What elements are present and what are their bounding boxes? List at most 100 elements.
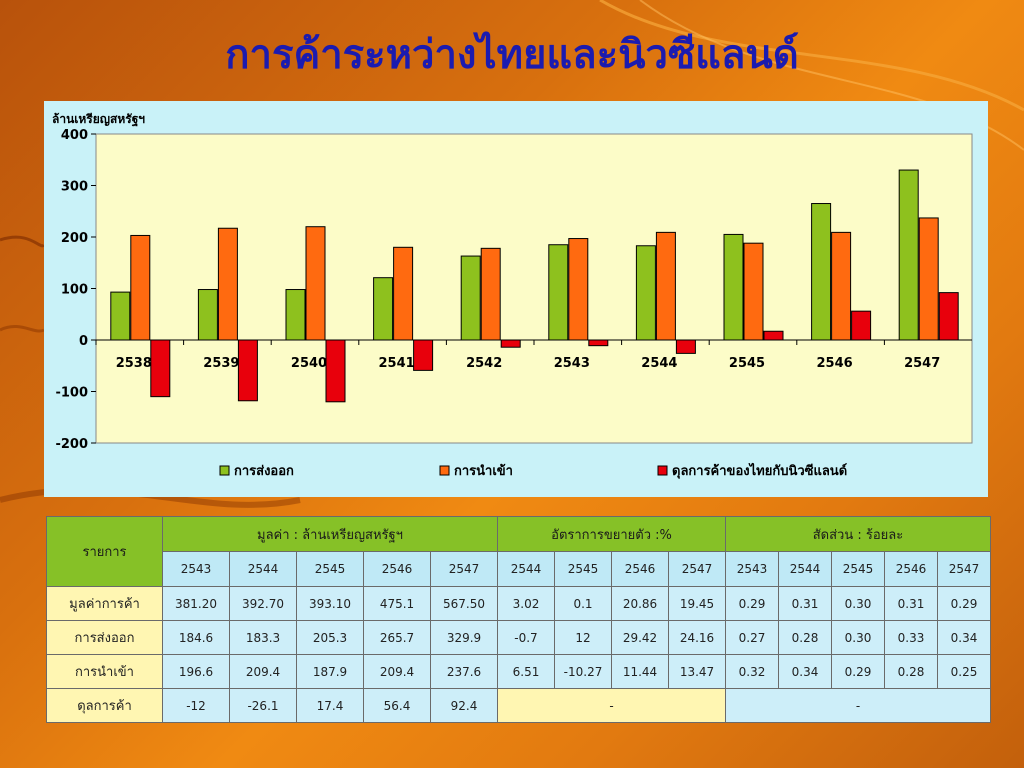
legend-label: การนำเข้า — [454, 463, 513, 479]
x-tick-label: 2546 — [817, 356, 853, 371]
growth-merged-cell: - — [497, 688, 726, 723]
y-tick-label: 0 — [79, 334, 88, 349]
growth-cell: -0.7 — [497, 620, 555, 655]
bar-import — [831, 231, 852, 341]
value-cell: 475.1 — [363, 586, 431, 621]
x-tick-label: 2544 — [641, 356, 677, 371]
legend-swatch — [657, 465, 668, 476]
y-tick-label: 300 — [61, 180, 88, 195]
legend-swatch — [439, 465, 450, 476]
row-label-cell: ดุลการค้า — [46, 688, 163, 723]
growth-cell: -10.27 — [554, 654, 612, 689]
row-label-cell: การส่งออก — [46, 620, 163, 655]
y-tick-label: 100 — [61, 283, 88, 298]
bar-import — [568, 238, 589, 341]
value-cell: 329.9 — [430, 620, 498, 655]
row-label-cell: การนำเข้า — [46, 654, 163, 689]
growth-cell: 19.45 — [668, 586, 726, 621]
bar-balance — [500, 339, 521, 348]
year-header-cell: 2546 — [611, 551, 669, 587]
value-cell: 209.4 — [229, 654, 297, 689]
share-cell: 0.31 — [778, 586, 832, 621]
share-cell: 0.30 — [831, 620, 885, 655]
year-header-cell: 2547 — [937, 551, 991, 587]
year-header-cell: 2546 — [884, 551, 938, 587]
year-header-cell: 2545 — [554, 551, 612, 587]
bar-import — [305, 226, 326, 341]
value-cell: 237.6 — [430, 654, 498, 689]
year-header-cell: 2547 — [668, 551, 726, 587]
table-row: มูลค่าการค้า 381.20 392.70 393.10 475.1 567.5… — [46, 586, 991, 621]
group-header-cell: มูลค่า : ล้านเหรียญสหรัฐฯ — [162, 516, 498, 552]
value-cell: 392.70 — [229, 586, 297, 621]
y-tick-label: -200 — [55, 437, 88, 452]
bar-balance — [763, 330, 784, 341]
value-cell: 56.4 — [363, 688, 431, 723]
bar-import — [130, 234, 151, 341]
row-label-cell: มูลค่าการค้า — [46, 586, 163, 621]
x-tick-label: 2545 — [729, 356, 765, 371]
x-tick-label: 2538 — [116, 356, 152, 371]
group-header-cell: สัดส่วน : ร้อยละ — [725, 516, 991, 552]
value-cell: -12 — [162, 688, 230, 723]
table-row: การนำเข้า 196.6 209.4 187.9 209.4 237.6 6.51 -1… — [46, 654, 991, 689]
bar-balance — [413, 339, 434, 371]
bar-import — [393, 246, 414, 341]
share-cell: 0.30 — [831, 586, 885, 621]
bar-balance — [851, 310, 872, 341]
year-header-cell: 2544 — [497, 551, 555, 587]
legend-label: การส่งออก — [234, 464, 294, 479]
value-cell: 205.3 — [296, 620, 364, 655]
chart-panel: ล้านเหรียญสหรัฐฯ 400 300 200 100 0 -100 -200 253… — [44, 101, 988, 497]
growth-cell: 12 — [554, 620, 612, 655]
bar-import — [217, 227, 238, 341]
growth-cell: 24.16 — [668, 620, 726, 655]
share-cell: 0.28 — [884, 654, 938, 689]
bar-balance — [588, 339, 609, 347]
y-tick-label: -100 — [55, 386, 88, 401]
table-row: ดุลการค้า -12 -26.1 17.4 56.4 92.4- - — [46, 688, 991, 723]
value-cell: 567.50 — [430, 586, 498, 621]
growth-cell: 11.44 — [611, 654, 669, 689]
growth-cell: 3.02 — [497, 586, 555, 621]
trade-table: รายการ มูลค่า : ล้านเหรียญสหรัฐฯ อัตราการข… — [46, 516, 991, 723]
year-header-cell: 2545 — [831, 551, 885, 587]
bar-import — [480, 247, 501, 341]
value-cell: 265.7 — [363, 620, 431, 655]
share-cell: 0.29 — [725, 586, 779, 621]
bar-balance — [237, 339, 258, 402]
share-cell: 0.28 — [778, 620, 832, 655]
value-cell: 92.4 — [430, 688, 498, 723]
value-cell: 183.3 — [229, 620, 297, 655]
legend-label: ดุลการค้าของไทยกับนิวซีแลนด์ — [672, 462, 847, 479]
bar-export — [110, 291, 131, 341]
bar-export — [373, 277, 394, 341]
bar-export — [548, 244, 569, 341]
growth-cell: 0.1 — [554, 586, 612, 621]
share-cell: 0.27 — [725, 620, 779, 655]
bar-balance — [938, 292, 959, 341]
legend-swatch — [219, 465, 230, 476]
year-header-cell: 2543 — [162, 551, 230, 587]
bar-export — [285, 289, 306, 341]
y-tick-label: 400 — [61, 128, 88, 143]
x-tick-label: 2539 — [203, 356, 239, 371]
value-cell: 184.6 — [162, 620, 230, 655]
year-header-cell: 2545 — [296, 551, 364, 587]
y-tick-label: 200 — [61, 231, 88, 246]
bar-import — [743, 242, 764, 341]
table-row: การส่งออก 184.6 183.3 205.3 265.7 329.9 -0.7 12… — [46, 620, 991, 655]
growth-cell: 6.51 — [497, 654, 555, 689]
row-header-cell: รายการ — [46, 516, 163, 587]
bar-balance — [150, 339, 171, 398]
value-cell: 209.4 — [363, 654, 431, 689]
bar-export — [460, 255, 481, 341]
bar-export — [811, 203, 832, 341]
bar-import — [918, 217, 939, 341]
value-cell: 393.10 — [296, 586, 364, 621]
x-tick-label: 2543 — [554, 356, 590, 371]
share-cell: 0.29 — [831, 654, 885, 689]
bar-export — [898, 169, 919, 341]
value-cell: 381.20 — [162, 586, 230, 621]
share-cell: 0.29 — [937, 586, 991, 621]
